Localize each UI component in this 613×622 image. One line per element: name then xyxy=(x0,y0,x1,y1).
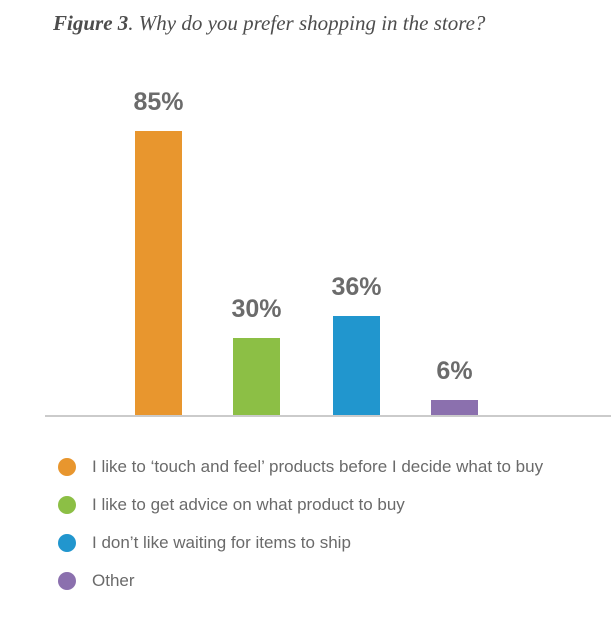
legend-dot-icon xyxy=(58,496,76,514)
legend-item: I don’t like waiting for items to ship xyxy=(58,524,598,562)
bar xyxy=(233,338,280,415)
legend-dot-icon xyxy=(58,534,76,552)
legend-item-label: I don’t like waiting for items to ship xyxy=(92,533,351,552)
figure-question: Why do you prefer shopping in the store? xyxy=(138,11,486,35)
legend-item-label: I like to ‘touch and feel’ products befo… xyxy=(92,457,544,476)
bar xyxy=(431,400,478,415)
legend-item-label: I like to get advice on what product to … xyxy=(92,495,405,514)
bar-value-label: 36% xyxy=(331,273,382,301)
x-axis-line xyxy=(45,415,611,417)
figure-title: Figure 3. Why do you prefer shopping in … xyxy=(53,10,485,36)
legend-dot-icon xyxy=(58,458,76,476)
bar-chart: 85% 30% 36% 6% xyxy=(45,88,611,417)
bar-value-label: 6% xyxy=(436,357,473,385)
figure-title-separator: . xyxy=(128,11,139,35)
legend-dot-icon xyxy=(58,572,76,590)
legend-item-label: Other xyxy=(92,571,135,590)
figure-label: Figure 3 xyxy=(53,11,129,35)
legend-item: I like to get advice on what product to … xyxy=(58,486,598,524)
chart-legend: I like to ‘touch and feel’ products befo… xyxy=(58,448,598,600)
bar-value-label: 30% xyxy=(231,295,282,323)
legend-item: I like to ‘touch and feel’ products befo… xyxy=(58,448,598,486)
legend-item: Other xyxy=(58,562,598,600)
bar xyxy=(135,131,182,415)
bar-value-label: 85% xyxy=(133,88,184,116)
bar xyxy=(333,316,380,415)
